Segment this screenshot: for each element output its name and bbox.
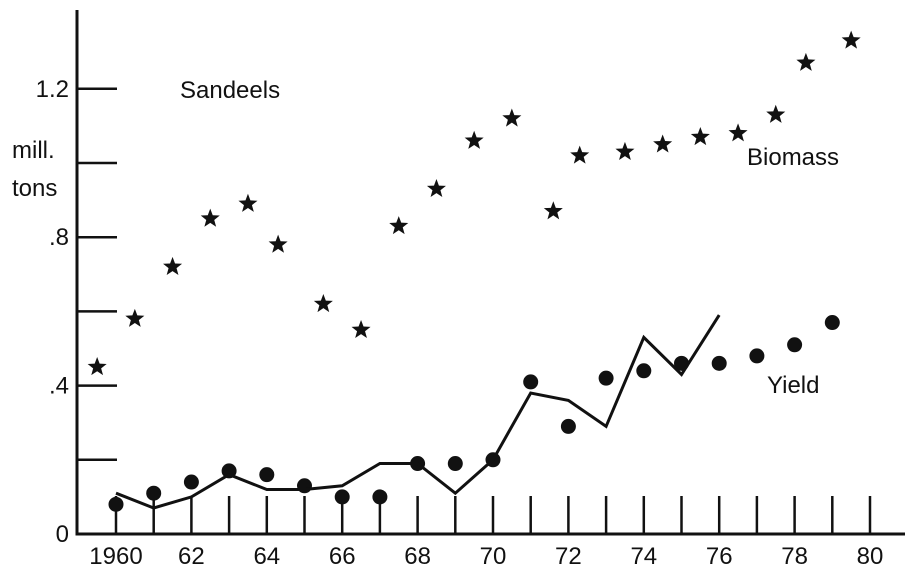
y-tick-label: .4 <box>49 373 69 400</box>
biomass-point <box>543 201 563 220</box>
biomass-point <box>313 293 333 313</box>
yield-point <box>787 337 803 353</box>
biomass-point <box>728 123 748 142</box>
annotation-yield: Yield <box>767 372 819 399</box>
biomass-point <box>268 234 288 253</box>
x-tick-label: 76 <box>706 543 733 570</box>
x-tick-label: 62 <box>178 543 205 570</box>
y-tick-label: 1.2 <box>36 76 69 103</box>
yield-point <box>334 489 350 505</box>
y-tick-label: 0 <box>56 521 69 548</box>
biomass-point <box>653 134 673 153</box>
x-tick-label: 74 <box>630 543 657 570</box>
yield-line <box>115 314 721 510</box>
biomass-point <box>389 216 409 235</box>
biomass-point <box>351 319 371 339</box>
biomass-point <box>87 357 107 376</box>
yield-point <box>598 370 614 386</box>
biomass-point <box>238 193 258 212</box>
yield-point <box>297 478 312 494</box>
yield-point <box>560 418 576 434</box>
ticks <box>77 87 872 534</box>
biomass-point <box>426 178 446 198</box>
axes <box>75 10 905 536</box>
yield-point <box>108 496 124 512</box>
x-tick-label: 70 <box>480 543 507 570</box>
yield-point <box>259 467 275 483</box>
yield-point <box>146 485 162 501</box>
yield-point <box>183 474 199 490</box>
x-tick-label: 80 <box>857 543 884 570</box>
annotation-sandeels: Sandeels <box>180 77 280 104</box>
x-tick-label: 68 <box>404 543 431 570</box>
yield-point <box>372 489 388 505</box>
series-layer <box>87 30 861 512</box>
yield-point <box>749 348 765 364</box>
yield-point <box>447 456 463 472</box>
x-tick-label: 78 <box>781 543 808 570</box>
biomass-point <box>570 145 590 164</box>
biomass-point <box>690 127 710 146</box>
yield-point <box>711 355 727 371</box>
y-axis-label-line2: tons <box>12 175 57 202</box>
biomass-point <box>841 30 861 49</box>
biomass-point <box>796 52 816 71</box>
x-tick-label: 72 <box>555 543 582 570</box>
yield-point <box>636 363 652 379</box>
biomass-point <box>200 208 220 227</box>
biomass-point <box>125 308 145 327</box>
yield-point <box>824 315 840 331</box>
x-tick-label: 64 <box>253 543 280 570</box>
biomass-point <box>766 104 786 123</box>
biomass-point <box>502 108 522 127</box>
x-tick-label: 1960 <box>89 543 142 570</box>
y-tick-label: .8 <box>49 224 69 251</box>
tick-labels: 0 .4 .8 1.2 1960 62 64 66 68 70 72 74 76 78 80 <box>36 76 884 570</box>
biomass-point <box>615 141 635 160</box>
biomass-point <box>163 256 183 275</box>
biomass-point <box>464 130 484 149</box>
y-axis-label-line1: mill. <box>12 137 55 164</box>
annotation-biomass: Biomass <box>747 144 839 171</box>
x-tick-label: 66 <box>329 543 356 570</box>
yield-point <box>523 374 539 390</box>
